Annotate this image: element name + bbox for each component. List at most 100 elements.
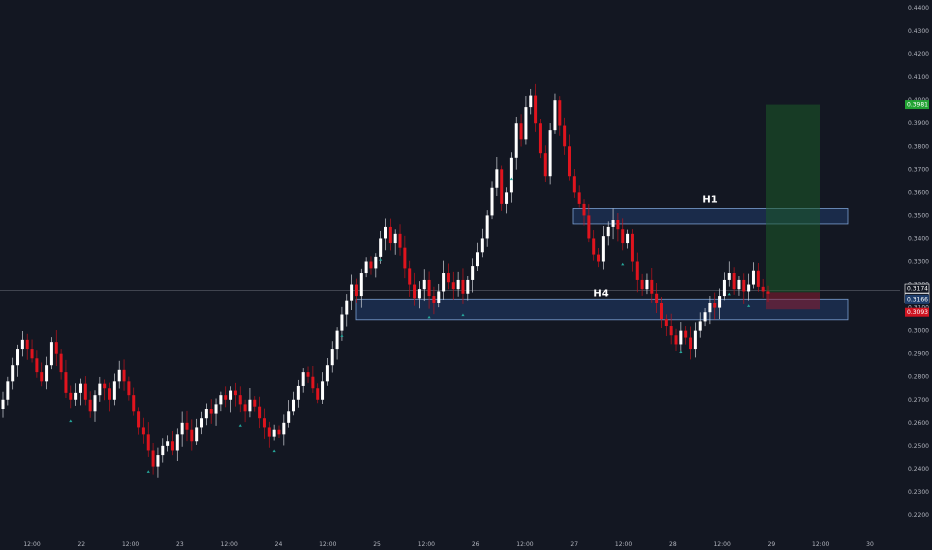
candle (219, 391, 223, 412)
candle (35, 350, 39, 378)
candle (674, 328, 678, 352)
buy-signal-marker (679, 350, 683, 353)
svg-text:0.3174: 0.3174 (907, 286, 928, 293)
candle (388, 218, 392, 251)
candle (200, 411, 204, 435)
candle (132, 387, 136, 416)
target-price-badge: 0.3981 (905, 100, 929, 110)
candle (456, 271, 460, 297)
candle (354, 278, 358, 303)
profit-zone[interactable] (766, 104, 820, 293)
candle (141, 417, 145, 444)
candle (195, 418, 199, 445)
candle (122, 359, 126, 391)
candle (170, 430, 174, 456)
candle (127, 376, 131, 401)
candle (369, 256, 373, 275)
candle (664, 314, 668, 337)
y-tick-label: 0.2300 (908, 489, 929, 496)
candle (398, 224, 402, 256)
candle (11, 357, 15, 390)
candle (383, 218, 388, 251)
candle (306, 366, 310, 383)
candle (679, 322, 683, 354)
candle (606, 221, 610, 246)
candle (301, 368, 305, 393)
y-tick-label: 0.2500 (908, 443, 929, 450)
y-tick-label: 0.3300 (908, 259, 929, 266)
buy-signal-marker (69, 419, 73, 423)
candle (229, 386, 233, 413)
zone-h4[interactable] (355, 298, 849, 321)
candle (567, 134, 571, 181)
candle (30, 339, 34, 363)
candle (708, 296, 712, 325)
candle (747, 273, 751, 301)
candle (572, 169, 576, 198)
x-tick-label: 12:00 (221, 541, 238, 548)
loss-zone[interactable] (766, 292, 820, 310)
candle (175, 428, 179, 461)
candle (727, 261, 731, 287)
candle (224, 386, 228, 408)
candle (83, 376, 87, 406)
candle (669, 313, 673, 345)
candle (597, 247, 601, 268)
candle (471, 258, 475, 293)
x-tick-label: 12:00 (812, 541, 829, 548)
candle (292, 391, 296, 416)
candle (509, 152, 513, 203)
buy-signal-marker (727, 292, 731, 296)
candle (514, 116, 518, 170)
buy-signal-marker (747, 304, 751, 307)
buy-signal-marker (621, 262, 625, 266)
candle (20, 330, 24, 357)
candle (25, 333, 29, 360)
candle (422, 269, 426, 302)
candle (161, 438, 165, 463)
candle (616, 213, 620, 242)
y-tick-label: 0.2400 (908, 466, 929, 473)
y-tick-label: 0.4400 (908, 5, 929, 12)
candle (1, 391, 5, 418)
candle (524, 95, 528, 145)
candle (137, 407, 141, 435)
candle (74, 383, 78, 406)
long-position-tool[interactable] (766, 104, 820, 310)
time-axis[interactable]: 12:00 22 12:00 23 12:00 24 12:00 25 12:00 26 12:00… (23, 541, 874, 548)
candle (630, 229, 634, 272)
candle (40, 362, 44, 387)
y-tick-label: 0.3500 (908, 212, 929, 219)
candle (538, 118, 542, 159)
y-tick-label: 0.2600 (908, 420, 929, 427)
candle (543, 145, 547, 182)
y-tick-label: 0.2700 (908, 397, 929, 404)
candle (437, 283, 441, 308)
candle (345, 294, 349, 327)
candle (582, 199, 586, 226)
candle (756, 262, 760, 292)
candle (601, 225, 605, 270)
y-tick-label: 0.4200 (908, 51, 929, 58)
candle (519, 114, 523, 147)
candle (761, 278, 765, 298)
y-tick-label: 0.3400 (908, 235, 929, 242)
candle (417, 281, 421, 309)
candle (693, 322, 697, 358)
candle (64, 359, 68, 399)
zone-label-h1: H1 (702, 194, 717, 205)
y-tick-label: 0.4100 (908, 74, 929, 81)
candle (703, 307, 707, 327)
candle (364, 257, 368, 278)
candle (587, 204, 591, 243)
buy-signal-marker (509, 177, 513, 181)
candle (78, 378, 82, 406)
stop-price-badge: 0.3093 (905, 307, 929, 317)
price-axis[interactable]: 0.2200 0.2300 0.2400 0.2500 0.2600 0.2700 0.28… (908, 5, 929, 519)
candle (103, 379, 107, 401)
svg-text:0.3093: 0.3093 (907, 309, 928, 316)
candle (253, 396, 257, 412)
candle (190, 419, 194, 451)
